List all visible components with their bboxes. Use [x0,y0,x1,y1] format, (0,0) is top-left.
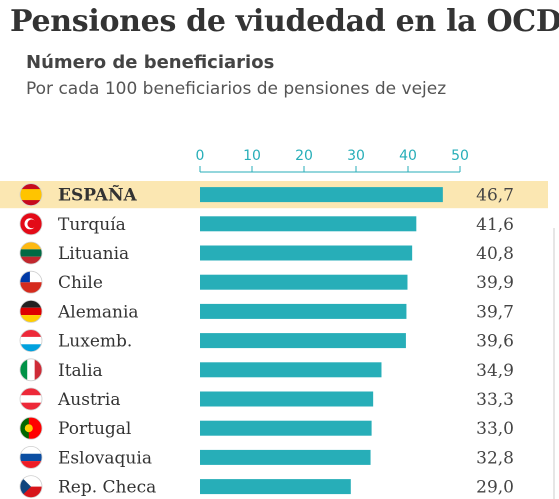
chart-title: Pensiones de viudedad en la OCDE [10,4,559,39]
category-label: Rep. Checa [58,478,156,498]
flag-spain-icon [19,183,43,207]
category-label: Lituania [58,244,129,264]
value-label: 33,0 [476,419,514,439]
bar [200,449,371,465]
value-label: 39,9 [476,273,514,293]
flag-slovakia-icon [19,445,43,469]
value-label: 34,9 [476,361,514,381]
category-label: ESPAÑA [58,184,138,206]
x-tick-label: 0 [196,148,205,164]
value-label: 32,8 [476,448,514,468]
x-tick-label: 40 [399,148,417,164]
flag-czech-icon [19,475,43,499]
value-label: 29,0 [476,478,514,498]
divider-line [553,228,555,499]
value-label: 41,6 [476,215,514,235]
bar [200,362,382,378]
flag-austria-icon [19,387,43,411]
bar [200,420,372,436]
bar [200,187,443,203]
chart-subtitle: Número de beneficiarios [26,52,275,73]
category-label: Turquía [58,215,126,235]
x-tick-label: 30 [347,148,365,164]
flag-lithuania-icon [19,241,43,265]
value-label: 46,7 [476,186,514,206]
bar [200,303,407,319]
category-label: Chile [58,273,103,293]
value-label: 40,8 [476,244,514,264]
category-label: Eslovaquia [58,448,152,468]
x-tick-label: 10 [243,148,261,164]
value-label: 39,6 [476,332,514,352]
bar [200,274,408,290]
x-tick-label: 50 [451,148,469,164]
category-label: Italia [58,361,103,381]
flag-luxembourg-icon [19,329,43,353]
category-label: Alemania [57,302,139,322]
bar [200,333,406,349]
flag-turkey-icon [19,212,43,236]
flag-italy-icon [19,358,43,382]
bar [200,216,417,232]
bar [200,479,351,495]
x-tick-label: 20 [295,148,313,164]
chart-description: Por cada 100 beneficiarios de pensiones … [26,79,447,99]
bar [200,391,374,407]
bar [200,245,413,261]
category-label: Austria [57,390,120,410]
flag-germany-icon [19,299,43,323]
flag-chile-icon [19,270,43,294]
value-label: 33,3 [476,390,514,410]
value-label: 39,7 [476,302,514,322]
category-label: Luxemb. [58,332,132,352]
flag-portugal-icon [19,416,43,440]
category-label: Portugal [58,419,131,439]
